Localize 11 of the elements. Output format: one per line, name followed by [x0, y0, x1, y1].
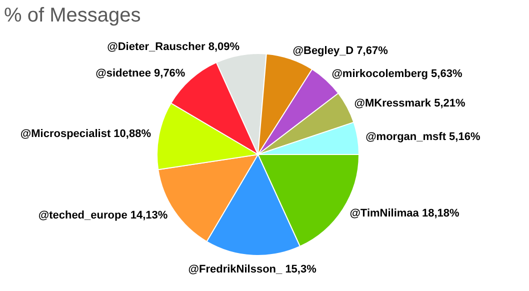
slice-label: @MKressmark 5,21%	[354, 97, 466, 110]
slice-label: @TimNilimaa 18,18%	[350, 207, 460, 220]
slice-label: @Dieter_Rauscher 8,09%	[107, 41, 240, 54]
slice-label: @mirkocolemberg 5,63%	[332, 68, 462, 80]
chart-title: % of Messages	[4, 4, 141, 27]
slice-label: @teched_europe 14,13%	[38, 210, 168, 222]
slice-label: @FredrikNilsson_ 15,3%	[188, 263, 317, 276]
slice-label: @morgan_msft 5,16%	[366, 130, 480, 143]
slice-label: @sidetnee 9,76%	[96, 67, 186, 80]
slice-label: @Microspecialist 10,88%	[20, 128, 152, 140]
slice-label: @Begley_D 7,67%	[292, 45, 388, 58]
